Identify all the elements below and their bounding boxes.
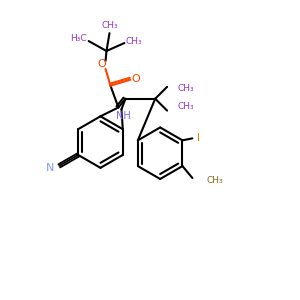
Text: NH: NH: [116, 111, 131, 121]
Text: CH₃: CH₃: [101, 21, 118, 30]
Text: H₃C: H₃C: [70, 34, 87, 43]
Text: N: N: [46, 163, 54, 173]
Text: CH₃: CH₃: [126, 37, 142, 46]
Text: O: O: [97, 59, 106, 69]
Text: CH₃: CH₃: [177, 84, 194, 93]
Text: CH₃: CH₃: [177, 102, 194, 111]
Text: O: O: [132, 74, 141, 84]
Text: CH₃: CH₃: [206, 176, 223, 185]
Text: I: I: [197, 134, 200, 143]
